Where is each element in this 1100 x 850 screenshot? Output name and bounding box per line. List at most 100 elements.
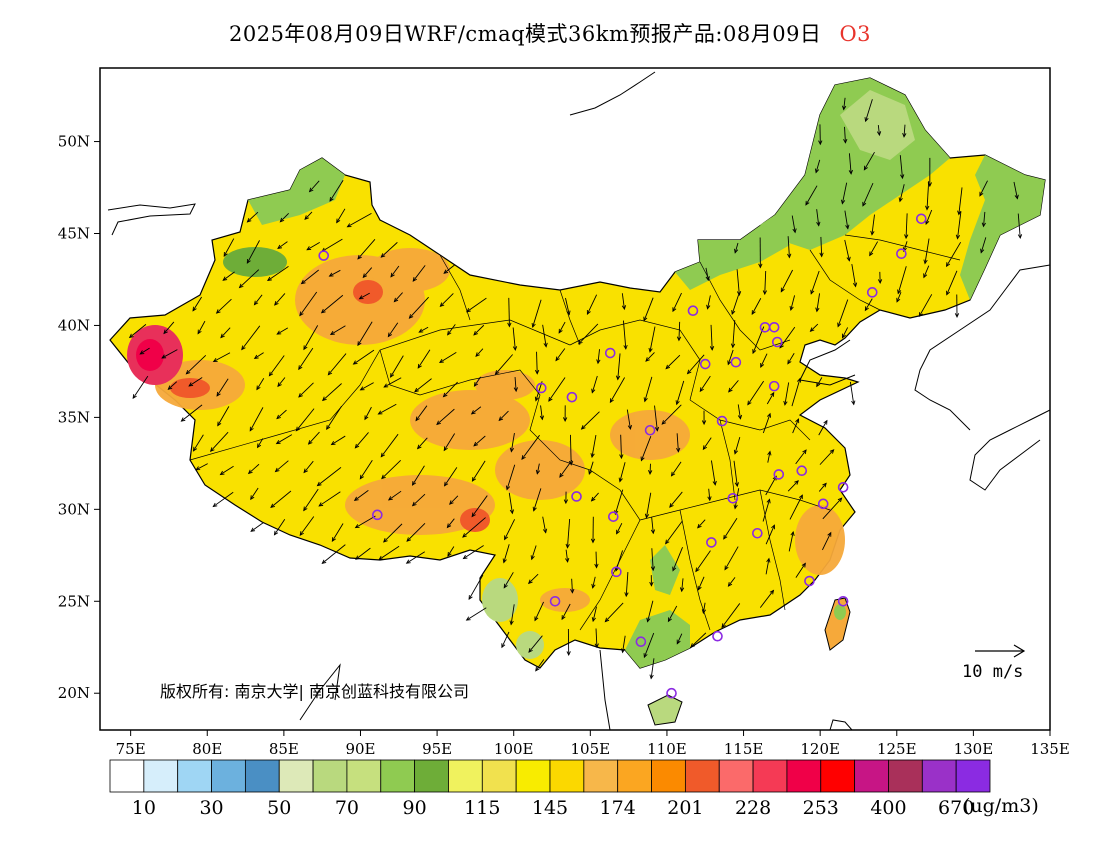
wind-arrowhead [405, 559, 411, 564]
wind-arrowhead [665, 364, 671, 370]
zone-heilongjiang-lightgreen [840, 90, 915, 160]
wind-arrow [357, 239, 376, 260]
wind-arrowhead [679, 587, 685, 593]
zone-kashgar-core [136, 339, 164, 371]
wind-arrow [168, 381, 178, 390]
wind-arrow [275, 460, 289, 472]
colorbar-swatch [346, 759, 382, 793]
city-marker [372, 509, 383, 521]
wind-arrowhead [736, 291, 742, 296]
wind-arrowhead [139, 350, 145, 355]
wind-arrow [581, 411, 600, 430]
wind-arrow [506, 464, 516, 490]
wind-arrow [591, 375, 598, 393]
wind-arrowhead [669, 503, 674, 508]
wind-arrow [617, 353, 621, 380]
wind-arrow [326, 405, 342, 430]
wind-arrowhead [730, 343, 736, 349]
wind-arrowhead [594, 563, 599, 569]
wind-arrowhead [494, 370, 500, 375]
wind-arrowhead [509, 447, 515, 453]
wind-arrow [443, 264, 456, 274]
wind-arrowhead [837, 322, 842, 328]
wind-arrow [815, 159, 821, 173]
wind-arrowhead [359, 386, 365, 391]
wind-arrow [299, 516, 315, 536]
colorbar-swatch [211, 759, 246, 793]
wind-arrow [672, 547, 683, 571]
wind-arrow [383, 377, 402, 388]
wind-arrowhead [563, 499, 569, 505]
wind-arrowhead [473, 441, 479, 447]
wind-arrowhead [383, 538, 388, 543]
wind-arrowhead [381, 474, 386, 480]
wind-arrowhead [767, 450, 772, 456]
wind-arrow [791, 378, 801, 407]
wind-arrowhead [980, 248, 985, 254]
wind-arrow [1017, 213, 1021, 239]
wind-arrowhead [747, 400, 752, 406]
wind-arrowhead [539, 415, 545, 421]
wind-arrowhead [640, 456, 645, 462]
wind-arrow [330, 325, 346, 335]
wind-arrow [329, 180, 344, 202]
wind-arrow [239, 269, 260, 288]
wind-arrowhead [624, 592, 629, 598]
wind-arrowhead [751, 310, 756, 316]
wind-arrowhead [766, 412, 772, 418]
wind-arrow [710, 460, 716, 485]
wind-arrowhead [161, 354, 167, 359]
wind-arrow [792, 418, 799, 434]
wind-arrow [791, 215, 796, 233]
wind-arrowhead [534, 396, 539, 402]
wind-arrowhead [902, 132, 907, 138]
wind-arrowhead [752, 349, 757, 355]
wind-arrowhead [780, 287, 785, 293]
wind-arrowhead [275, 439, 281, 445]
wind-arrowhead [503, 583, 508, 589]
wind-arrow [925, 209, 933, 225]
wind-arrowhead [845, 224, 850, 230]
y-tick-label: 25N [58, 592, 90, 610]
wind-arrowhead [702, 445, 708, 451]
title-species: O3 [839, 22, 872, 46]
wind-arrowhead [923, 259, 928, 265]
wind-arrow [605, 602, 624, 622]
wind-arrow [299, 291, 318, 316]
wind-arrowhead [902, 247, 907, 253]
wind-arrow [536, 463, 540, 474]
wind-arrow [644, 376, 653, 402]
wind-arrow [381, 459, 402, 479]
wind-arrowhead [604, 617, 610, 623]
wind-arrowhead [465, 308, 471, 313]
wind-arrow [702, 602, 706, 614]
wind-arrowhead [798, 494, 803, 500]
wind-arrow [533, 488, 542, 511]
zone-altai-green [248, 158, 345, 225]
wind-arrowhead [548, 397, 553, 402]
wind-arrowhead [591, 388, 596, 394]
wind-arrow [439, 352, 457, 363]
coastline-bohai [799, 339, 856, 386]
wind-arrowhead [570, 588, 575, 594]
wind-arrow [246, 240, 260, 264]
wind-arrow [303, 460, 314, 473]
wind-arrow [475, 348, 484, 357]
x-tick-label: 135E [1030, 740, 1070, 758]
wind-arrowhead [298, 393, 303, 398]
boundary-line [719, 419, 736, 501]
wind-arrow [905, 213, 908, 239]
wind-arrowhead [823, 419, 828, 425]
boundary-line [699, 261, 791, 351]
wind-arrow [217, 406, 230, 426]
wind-arrowhead [250, 495, 255, 501]
wind-arrowhead [829, 449, 835, 454]
wind-arrowhead [412, 277, 417, 282]
wind-arrow [851, 263, 857, 287]
wind-arrowhead [188, 382, 194, 387]
wind-arrowhead [762, 290, 768, 296]
wind-arrow [705, 267, 709, 281]
wind-arrowhead [648, 347, 653, 353]
wind-arrow [195, 463, 208, 471]
wind-arrowhead [246, 217, 252, 223]
